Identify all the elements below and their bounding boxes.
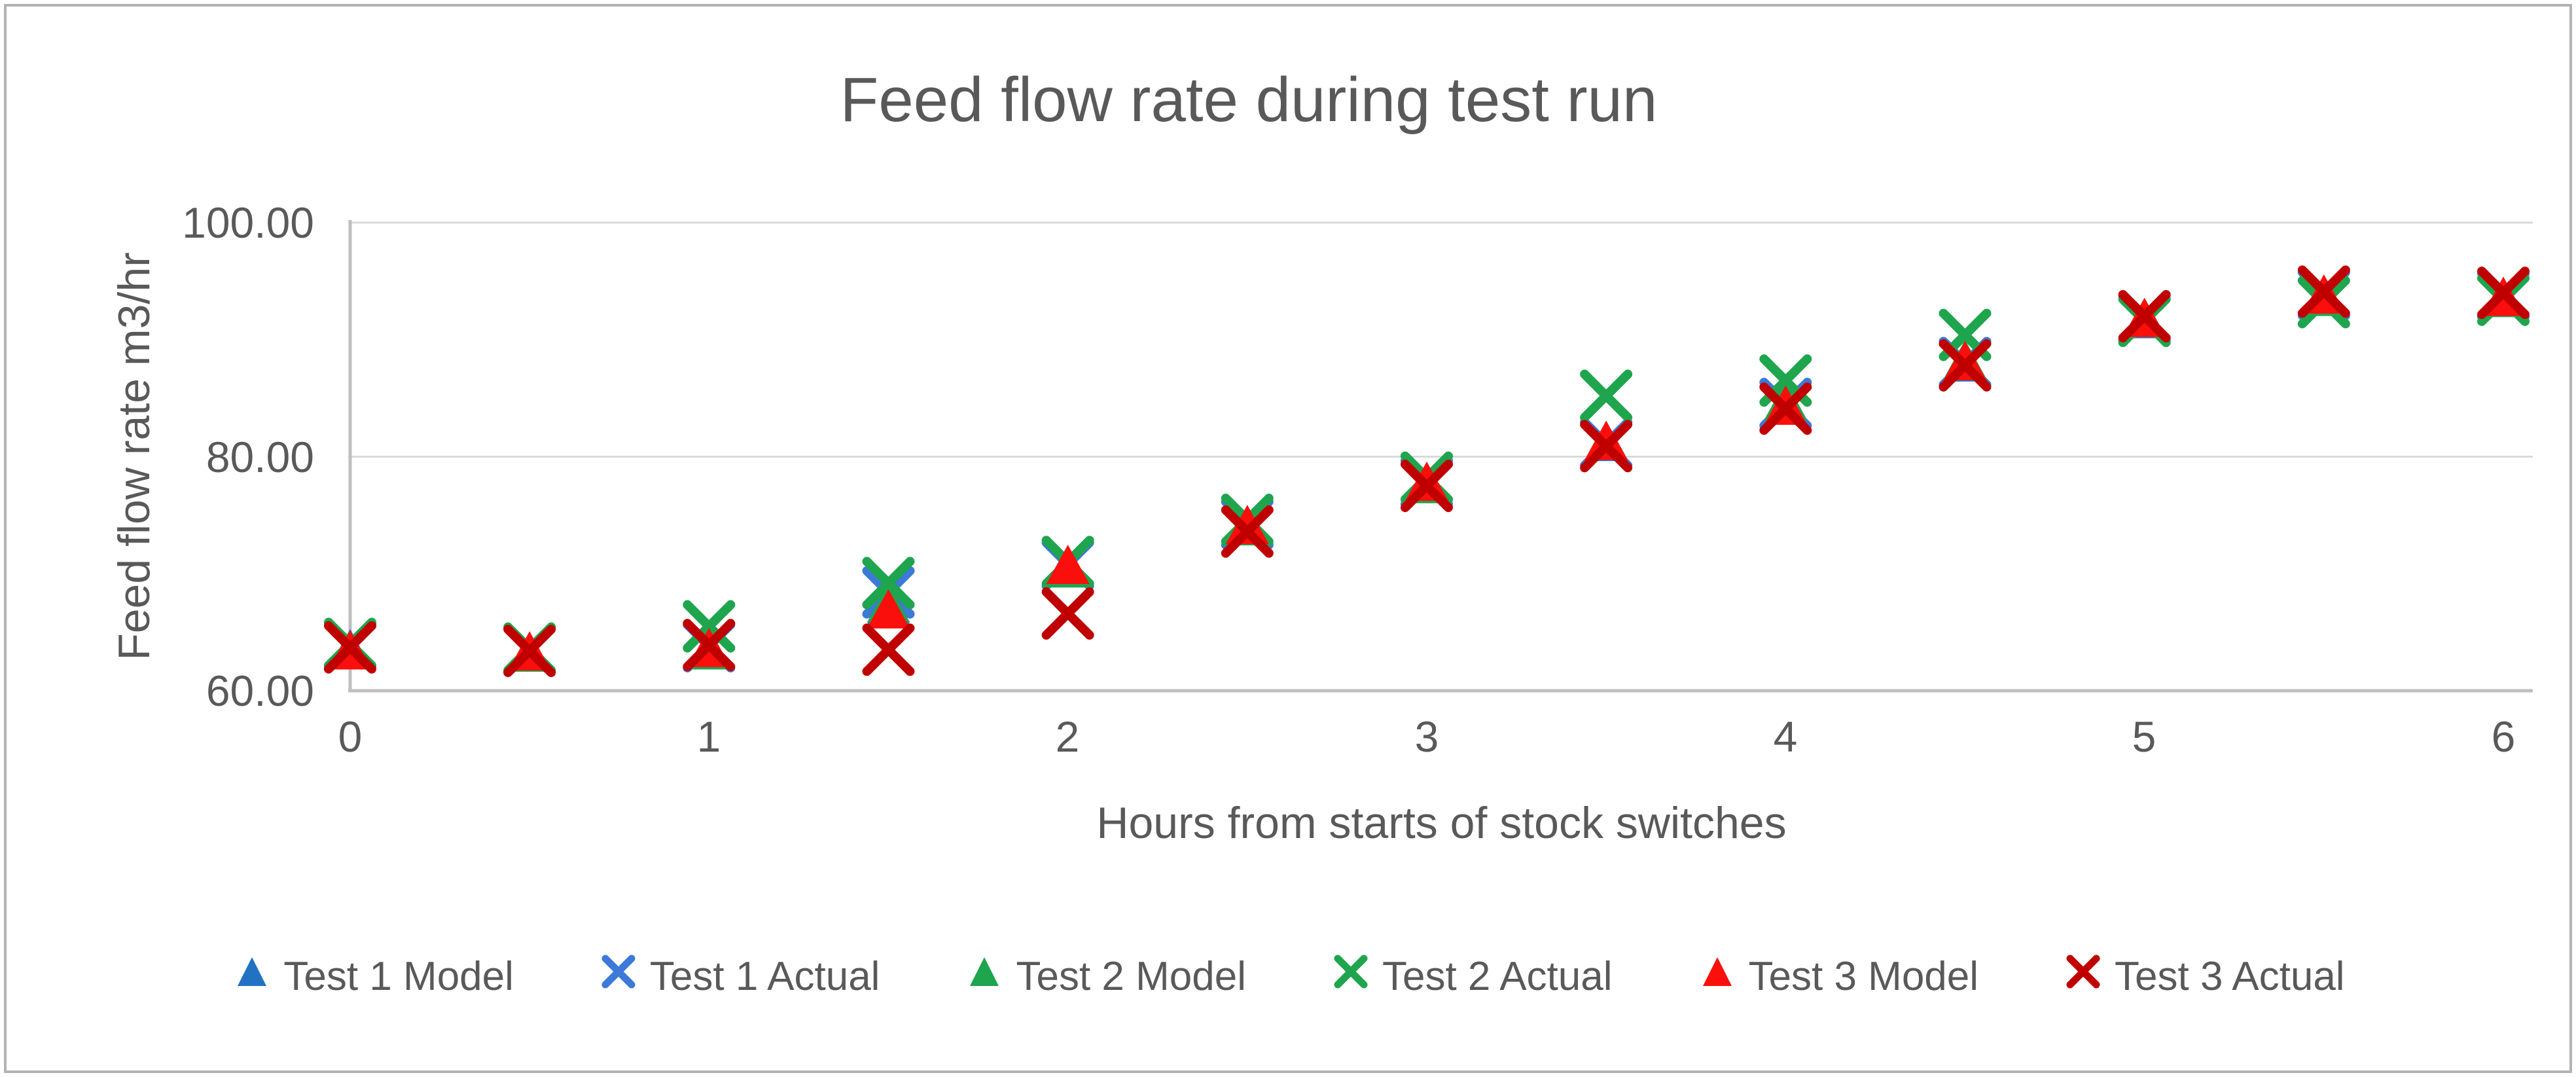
- chart-border: [4, 4, 2572, 1073]
- legend-label: Test 3 Model: [1748, 954, 1979, 999]
- legend-label: Test 1 Actual: [649, 954, 880, 999]
- x-tick-0: 0: [338, 712, 363, 761]
- x-marker-icon: [598, 951, 639, 1002]
- x-tick-4: 4: [1773, 712, 1798, 761]
- legend-item-test1-model[interactable]: Test 1 Model: [231, 951, 514, 1002]
- legend-item-test3-actual[interactable]: Test 3 Actual: [2062, 951, 2345, 1002]
- legend-item-test2-model[interactable]: Test 2 Model: [963, 951, 1246, 1002]
- y-axis-title: Feed flow rate m3/hr: [109, 252, 159, 661]
- triangle-marker-icon: [1696, 951, 1738, 1002]
- legend-label: Test 1 Model: [283, 954, 514, 999]
- y-tick-100: 100.00: [182, 198, 314, 247]
- x-marker-icon: [1330, 951, 1372, 1002]
- chart-title: Feed flow rate during test run: [840, 65, 1658, 135]
- x-tick-1: 1: [696, 712, 721, 761]
- y-tick-60: 60.00: [206, 666, 314, 715]
- legend-item-test2-actual[interactable]: Test 2 Actual: [1330, 951, 1613, 1002]
- legend-item-test3-model[interactable]: Test 3 Model: [1696, 951, 1979, 1002]
- legend-item-test1-actual[interactable]: Test 1 Actual: [598, 951, 880, 1002]
- x-tick-6: 6: [2491, 712, 2516, 761]
- legend-label: Test 2 Model: [1016, 954, 1246, 999]
- x-axis-title: Hours from starts of stock switches: [1096, 798, 1787, 848]
- x-marker-icon: [2062, 951, 2104, 1002]
- x-tick-2: 2: [1055, 712, 1080, 761]
- triangle-marker-icon: [963, 951, 1005, 1002]
- x-tick-5: 5: [2132, 712, 2156, 761]
- x-tick-3: 3: [1414, 712, 1439, 761]
- triangle-marker-icon: [231, 951, 273, 1002]
- legend-label: Test 2 Actual: [1382, 954, 1613, 999]
- legend-label: Test 3 Actual: [2115, 954, 2345, 999]
- legend: Test 1 Model Test 1 Actual Test 2 Model …: [0, 951, 2576, 1002]
- y-tick-80: 80.00: [206, 433, 314, 481]
